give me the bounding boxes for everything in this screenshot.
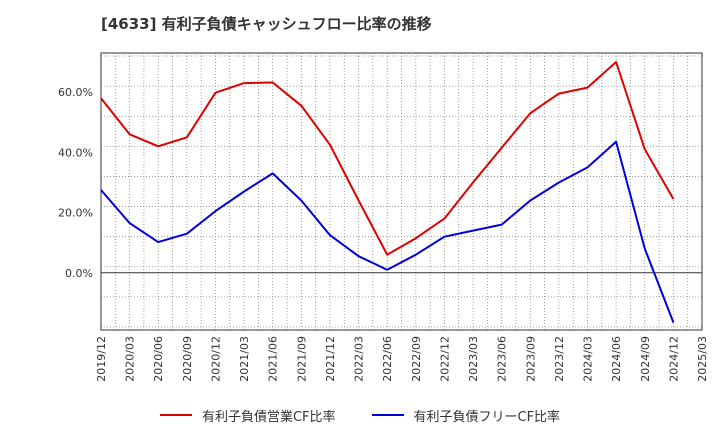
x-tick-label: 2021/03 <box>238 336 251 382</box>
x-tick-label: 2020/06 <box>152 336 165 382</box>
x-tick-label: 2024/12 <box>667 336 680 382</box>
y-tick-label: 20.0% <box>58 207 93 220</box>
legend-label-free-cf: 有利子負債フリーCF比率 <box>413 409 561 425</box>
x-tick-label: 2021/06 <box>267 336 280 382</box>
legend-swatch-free-cf <box>371 414 404 416</box>
x-tick-label: 2020/12 <box>209 336 222 382</box>
series-line-free-cf <box>100 140 675 323</box>
legend-item-operating-cf: 有利子負債営業CF比率 <box>159 406 336 425</box>
horizontal-grid <box>101 55 702 328</box>
x-tick-label: 2021/09 <box>295 336 308 382</box>
series-line-operating-cf <box>100 61 675 256</box>
y-tick-label: 40.0% <box>58 146 93 159</box>
x-tick-label: 2022/06 <box>381 336 394 382</box>
x-tick-label: 2023/03 <box>467 336 480 382</box>
x-tick-label: 2023/09 <box>524 336 537 382</box>
legend-item-free-cf: 有利子負債フリーCF比率 <box>371 406 561 425</box>
y-axis-ticks: 0.0% 20.0% 40.0% 60.0% <box>58 86 93 280</box>
x-tick-label: 2020/09 <box>181 336 194 382</box>
x-tick-label: 2020/03 <box>124 336 137 382</box>
x-tick-label: 2024/03 <box>582 336 595 382</box>
vertical-grid <box>114 53 689 330</box>
x-tick-label: 2022/03 <box>353 336 366 382</box>
x-tick-label: 2022/09 <box>410 336 423 382</box>
x-axis-ticks: 2019/12 2020/03 2020/06 2020/09 2020/12 2021/… <box>95 336 709 382</box>
x-tick-label: 2024/06 <box>610 336 623 382</box>
x-tick-label: 2022/12 <box>438 336 451 382</box>
x-tick-label: 2025/03 <box>696 336 709 382</box>
x-tick-label: 2023/12 <box>553 336 566 382</box>
x-tick-label: 2023/06 <box>496 336 509 382</box>
x-tick-label: 2021/12 <box>324 336 337 382</box>
y-tick-label: 0.0% <box>65 267 93 280</box>
legend-swatch-operating-cf <box>159 414 192 416</box>
y-tick-label: 60.0% <box>58 86 93 99</box>
legend: 有利子負債営業CF比率 有利子負債フリーCF比率 <box>0 404 720 426</box>
x-tick-label: 2024/09 <box>639 336 652 382</box>
x-tick-label: 2019/12 <box>95 336 108 382</box>
legend-label-operating-cf: 有利子負債営業CF比率 <box>201 409 336 425</box>
chart-title: [4633] 有利子負債キャッシュフロー比率の推移 <box>101 15 432 33</box>
series-group <box>100 61 675 323</box>
